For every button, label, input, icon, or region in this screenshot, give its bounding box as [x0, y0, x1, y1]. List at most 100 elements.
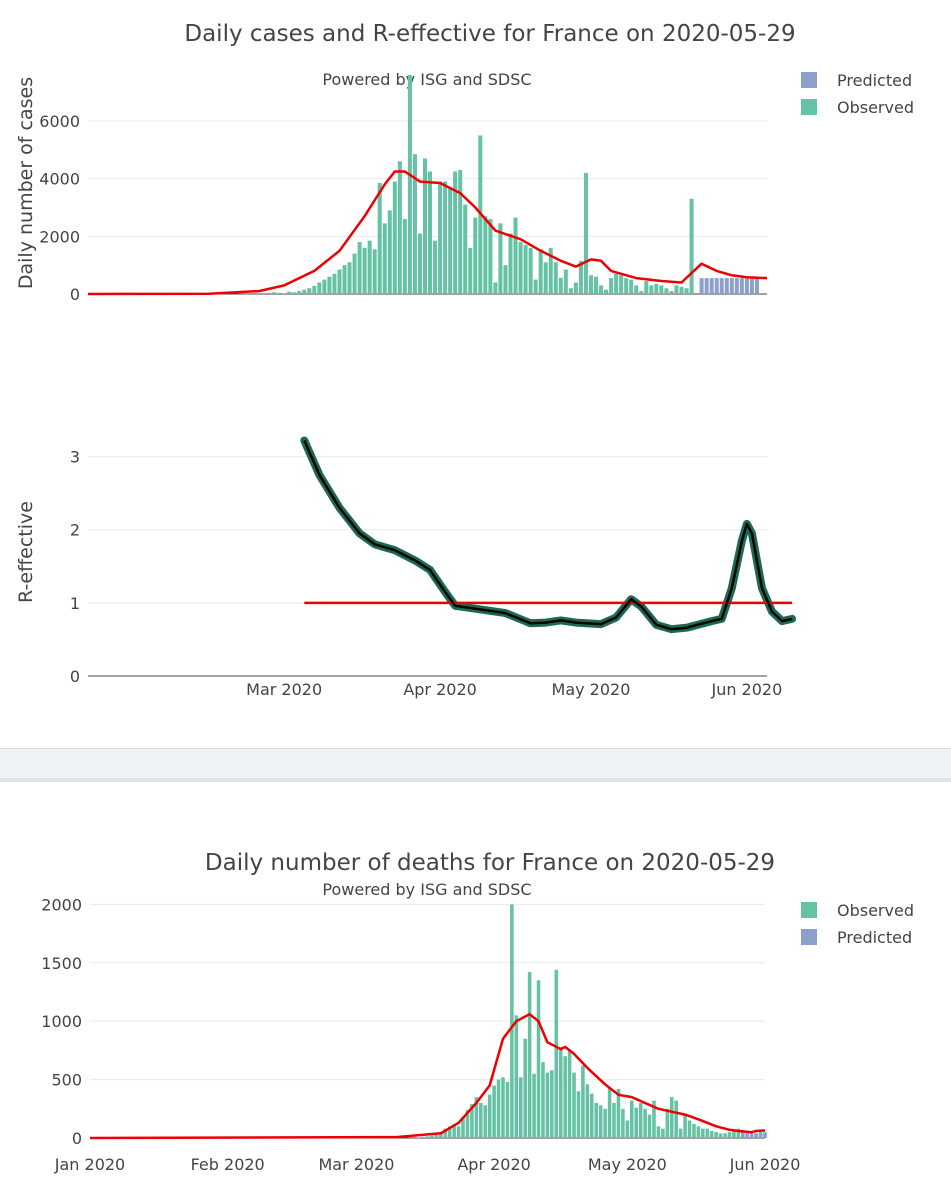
observed-case-bar — [558, 277, 563, 294]
observed-case-bar — [614, 273, 619, 294]
observed-death-bar — [678, 1128, 683, 1138]
observed-case-bar — [659, 285, 664, 294]
observed-death-bar — [647, 1114, 652, 1138]
legend-label-predicted[interactable]: Predicted — [837, 928, 912, 947]
reff-x-tick-label: Mar 2020 — [246, 680, 322, 699]
observed-death-bar — [630, 1100, 634, 1138]
observed-death-bar — [727, 1132, 732, 1138]
observed-death-bar — [430, 1135, 434, 1138]
panel-separator — [0, 748, 951, 782]
observed-death-bar — [603, 1108, 607, 1138]
observed-case-bar — [543, 262, 548, 294]
observed-case-bar — [297, 291, 302, 294]
observed-death-bar — [558, 1046, 563, 1138]
observed-case-bar — [347, 262, 352, 294]
observed-case-bar — [578, 260, 583, 294]
observed-case-bar — [518, 242, 523, 294]
legend-label-predicted[interactable]: Predicted — [837, 71, 912, 90]
observed-case-bar — [317, 282, 322, 294]
observed-case-bar — [428, 171, 433, 294]
observed-case-bar — [337, 269, 342, 294]
observed-case-bar — [417, 233, 422, 294]
observed-case-bar — [327, 276, 332, 294]
deaths-x-tick-label: Mar 2020 — [318, 1155, 394, 1174]
reff-confidence-band — [300, 436, 797, 634]
observed-case-bar — [639, 291, 644, 294]
predicted-case-bar — [749, 278, 754, 294]
observed-case-bar — [357, 242, 362, 294]
observed-case-bar — [493, 282, 498, 294]
observed-death-bar — [447, 1126, 452, 1138]
predicted-case-bar — [744, 278, 749, 294]
observed-death-bar — [669, 1097, 674, 1138]
observed-death-bar — [470, 1104, 474, 1138]
observed-case-bar — [402, 219, 407, 294]
observed-case-bar — [377, 183, 382, 294]
observed-death-bar — [638, 1102, 643, 1138]
observed-case-bar — [669, 291, 674, 294]
observed-death-bar — [510, 904, 514, 1138]
observed-case-bar — [382, 223, 387, 294]
observed-case-bar — [674, 285, 679, 294]
observed-death-bar — [434, 1134, 439, 1138]
cases-reff-panel: Daily cases and R-effective for France o… — [15, 21, 914, 699]
predicted-case-bar — [714, 278, 719, 294]
observed-case-bar — [287, 291, 292, 294]
predicted-case-bar — [719, 278, 724, 294]
observed-case-bar — [588, 275, 593, 294]
observed-case-bar — [533, 279, 538, 294]
legend-label-observed[interactable]: Observed — [837, 901, 914, 920]
predicted-death-bar — [745, 1133, 750, 1138]
cases-y-tick-labels: 0 2000 4000 6000 — [39, 112, 80, 304]
observed-death-bar — [656, 1126, 661, 1138]
observed-case-bar — [412, 154, 417, 294]
reff-lines — [300, 436, 797, 634]
observed-death-bar — [487, 1094, 492, 1138]
deaths-x-tick-label: Jan 2020 — [54, 1155, 125, 1174]
cases-legend[interactable]: Predicted Observed — [801, 71, 914, 117]
cases-trend — [87, 170, 768, 296]
reff-x-tick-labels: Mar 2020 Apr 2020 May 2020 Jun 2020 — [246, 680, 782, 699]
observed-death-bar — [541, 1062, 545, 1138]
observed-case-bar — [453, 171, 458, 294]
observed-case-bar — [488, 219, 493, 294]
observed-death-bar — [474, 1097, 479, 1138]
observed-death-bar — [665, 1108, 670, 1138]
deaths-gridlines — [90, 903, 765, 1139]
legend-swatch-observed[interactable] — [801, 902, 817, 918]
cases-y-tick-label: 6000 — [39, 112, 80, 131]
observed-death-bar — [456, 1126, 461, 1138]
observed-death-bar — [674, 1100, 678, 1138]
predicted-case-bar — [729, 278, 734, 294]
observed-case-bar — [629, 279, 634, 294]
deaths-x-tick-label: May 2020 — [588, 1155, 667, 1174]
observed-case-bar — [302, 289, 307, 294]
observed-death-bar — [501, 1077, 505, 1138]
observed-case-bar — [267, 292, 272, 294]
observed-case-bar — [422, 158, 427, 294]
cases-chart-subtitle: Powered by ISG and SDSC — [322, 70, 531, 89]
observed-death-bar — [652, 1100, 656, 1138]
observed-death-bar — [536, 980, 541, 1138]
cases-chart-title: Daily cases and R-effective for France o… — [184, 21, 795, 47]
reff-y-tick-label: 1 — [70, 594, 80, 613]
deaths-y-tick-label: 0 — [72, 1129, 82, 1148]
observed-case-bar — [367, 240, 372, 294]
deaths-x-tick-labels: Jan 2020 Feb 2020 Mar 2020 Apr 2020 May 2020… — [54, 1155, 801, 1174]
deaths-legend[interactable]: Observed Predicted — [801, 901, 914, 947]
observed-case-bar — [342, 265, 347, 294]
observed-case-bar — [523, 244, 528, 294]
observed-death-bar — [709, 1130, 714, 1138]
predicted-death-bar — [749, 1133, 754, 1138]
observed-death-bar — [505, 1081, 510, 1138]
observed-death-bar — [705, 1128, 710, 1138]
observed-death-bar — [696, 1126, 701, 1138]
observed-case-bar — [649, 285, 654, 294]
legend-label-observed[interactable]: Observed — [837, 98, 914, 117]
legend-swatch-predicted[interactable] — [801, 929, 817, 945]
cases-y-axis-title: Daily number of cases — [15, 77, 37, 289]
observed-death-bar — [563, 1056, 567, 1138]
legend-swatch-predicted[interactable] — [801, 72, 817, 88]
legend-swatch-observed[interactable] — [801, 99, 817, 115]
cases-gridlines — [88, 120, 767, 295]
